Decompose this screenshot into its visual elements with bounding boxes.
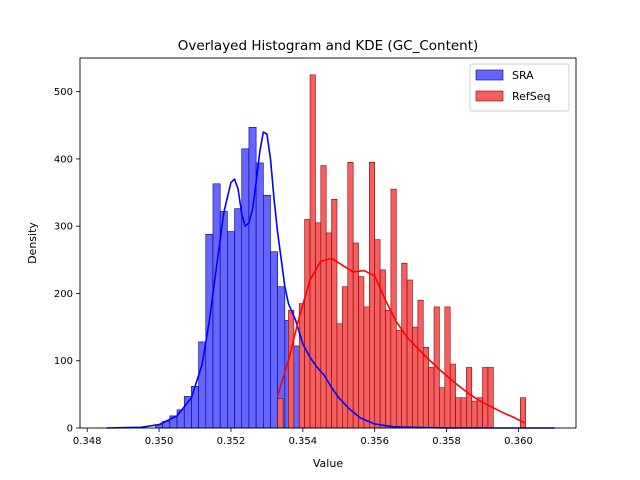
bar-refseq <box>412 326 419 429</box>
y-tick-label: 400 <box>54 154 73 165</box>
bar-refseq <box>390 188 397 429</box>
bar-refseq <box>466 367 473 429</box>
bar-refseq <box>369 161 376 429</box>
kde-line-sra <box>106 131 556 429</box>
bar-refseq <box>460 397 467 429</box>
bar-sra <box>212 183 221 429</box>
bar-refseq <box>417 299 424 429</box>
bar-refseq <box>320 165 327 429</box>
bar-refseq <box>406 279 413 429</box>
bar-refseq <box>336 323 343 429</box>
bar-refseq <box>385 309 392 429</box>
y-tick-label: 500 <box>54 87 73 98</box>
plot-area-frame <box>79 57 577 429</box>
bar-refseq <box>439 387 446 429</box>
bar-refseq <box>482 367 489 429</box>
bar-refseq <box>519 397 526 429</box>
y-axis: 0 100 200 300 400 500 <box>54 87 80 435</box>
y-tick-label: 100 <box>54 356 73 367</box>
bar-refseq <box>347 161 354 429</box>
bar-sra <box>270 251 278 429</box>
x-tick-label: 0.348 <box>73 436 102 447</box>
bar-sra <box>234 208 243 429</box>
x-tick-label: 0.360 <box>504 436 533 447</box>
x-tick-label: 0.356 <box>360 436 389 447</box>
chart-title: Overlayed Histogram and KDE (GC_Content) <box>178 38 479 54</box>
bar-sra <box>248 126 257 429</box>
bar-refseq <box>401 262 408 429</box>
bar-refseq <box>444 306 451 429</box>
bar-refseq <box>363 306 370 429</box>
bar-refseq <box>428 367 435 429</box>
bar-sra <box>198 341 207 429</box>
bar-sra <box>255 162 264 429</box>
bar-refseq <box>455 397 462 429</box>
bar-sra <box>227 231 235 429</box>
legend-swatch-refseq <box>475 90 504 102</box>
legend-swatch-sra <box>475 69 504 81</box>
y-tick-label: 0 <box>67 424 73 435</box>
x-tick-label: 0.354 <box>289 436 318 447</box>
bar-refseq <box>298 303 305 429</box>
bar-refseq <box>325 232 332 429</box>
x-axis: 0.348 0.350 0.352 0.354 0.356 0.358 0.360 <box>73 428 533 447</box>
bar-refseq <box>304 219 311 429</box>
y-tick-label: 300 <box>54 222 73 233</box>
bar-refseq <box>471 400 478 429</box>
y-axis-label: Density <box>26 222 39 264</box>
bar-refseq <box>374 239 381 429</box>
bar-refseq <box>358 276 365 429</box>
bar-sra <box>241 148 250 429</box>
bar-refseq <box>277 398 284 429</box>
kde-layer <box>106 131 556 429</box>
legend-label-sra: SRA <box>512 69 534 82</box>
bar-refseq <box>487 367 494 429</box>
y-tick-label: 200 <box>54 289 73 300</box>
x-tick-label: 0.350 <box>145 436 174 447</box>
legend: SRA RefSeq <box>469 63 570 112</box>
bar-refseq <box>309 74 316 429</box>
bar-sra <box>262 194 271 429</box>
kde-line-refseq <box>276 257 525 424</box>
bar-refseq <box>395 330 402 429</box>
bar-refseq <box>315 222 322 429</box>
x-tick-label: 0.352 <box>217 436 246 447</box>
x-axis-label: Value <box>313 457 343 470</box>
bar-sra <box>219 211 228 429</box>
x-tick-label: 0.358 <box>432 436 461 447</box>
bar-refseq <box>449 363 456 429</box>
legend-label-refseq: RefSeq <box>512 90 551 103</box>
bar-refseq <box>288 309 295 429</box>
